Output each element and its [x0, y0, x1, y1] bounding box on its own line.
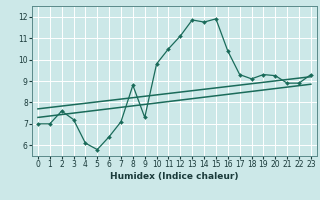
X-axis label: Humidex (Indice chaleur): Humidex (Indice chaleur)	[110, 172, 239, 181]
